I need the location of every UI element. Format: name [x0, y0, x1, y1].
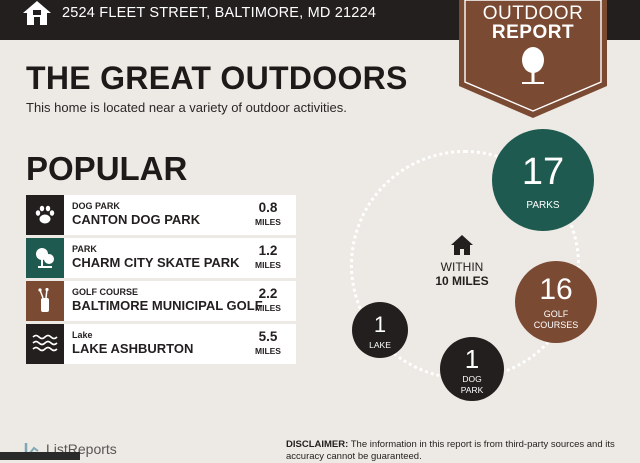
disclaimer-label: DISCLAIMER: [286, 439, 349, 450]
item-distance: 1.2 [258, 243, 278, 258]
water-icon [26, 324, 64, 364]
lake-label: LAKE [369, 340, 391, 350]
within-distance: 10 MILES [435, 274, 489, 288]
golf-courses-count: 16 [539, 273, 573, 306]
lake-count-circle: 1 LAKE [352, 302, 408, 358]
list-item[interactable]: GOLF COURSE BALTIMORE MUNICIPAL GOLF 2.2… [26, 281, 296, 321]
item-unit: MILES [255, 260, 281, 270]
popular-heading: POPULAR [26, 150, 188, 187]
dog-park-count-circle: 1 DOG PARK [440, 337, 504, 401]
parks-label: PARKS [526, 200, 560, 211]
within-label: WITHIN [440, 260, 484, 274]
item-distance: 5.5 [258, 329, 278, 344]
disclaimer: DISCLAIMER: The information in this repo… [286, 439, 626, 463]
item-category: DOG PARK [72, 201, 120, 211]
item-distance: 0.8 [258, 200, 278, 215]
item-category: Lake [72, 330, 93, 340]
page-subtitle: This home is located near a variety of o… [26, 100, 347, 115]
item-name: CANTON DOG PARK [72, 212, 201, 227]
item-category: PARK [72, 244, 97, 254]
disclaimer-text: The information in this report is from t… [286, 439, 615, 462]
item-unit: MILES [255, 217, 281, 227]
list-item[interactable]: PARK CHARM CITY SKATE PARK 1.2 MILES [26, 238, 296, 278]
golf-bag-icon [26, 281, 64, 321]
item-name: BALTIMORE MUNICIPAL GOLF [72, 298, 263, 313]
parks-count-circle: 17 PARKS [492, 129, 594, 231]
parks-count: 17 [521, 151, 565, 193]
golf-courses-label: GOLF COURSES [533, 309, 579, 330]
paw-icon [26, 195, 64, 235]
dog-park-label: DOG PARK [460, 374, 484, 395]
item-category: GOLF COURSE [72, 287, 139, 297]
tree-icon [522, 47, 544, 84]
item-distance: 2.2 [258, 286, 278, 301]
list-item[interactable]: Lake LAKE ASHBURTON 5.5 MILES [26, 324, 296, 364]
bottom-scroll-strip [0, 452, 80, 460]
dog-park-count: 1 [464, 344, 480, 374]
golf-courses-count-circle: 16 GOLF COURSES [515, 261, 597, 343]
list-item[interactable]: DOG PARK CANTON DOG PARK 0.8 MILES [26, 195, 296, 235]
park-icon [26, 238, 64, 278]
badge-line2: REPORT [491, 22, 575, 43]
badge-line1: OUTDOOR [482, 3, 584, 24]
item-name: LAKE ASHBURTON [72, 341, 194, 356]
home-icon [451, 235, 473, 255]
property-address: 2524 FLEET STREET, BALTIMORE, MD 21224 [62, 5, 377, 21]
item-unit: MILES [255, 346, 281, 356]
home-icon [23, 1, 51, 25]
item-unit: MILES [255, 303, 281, 313]
page-title: THE GREAT OUTDOORS [26, 60, 408, 96]
lake-count: 1 [373, 312, 387, 337]
item-name: CHARM CITY SKATE PARK [72, 255, 240, 270]
